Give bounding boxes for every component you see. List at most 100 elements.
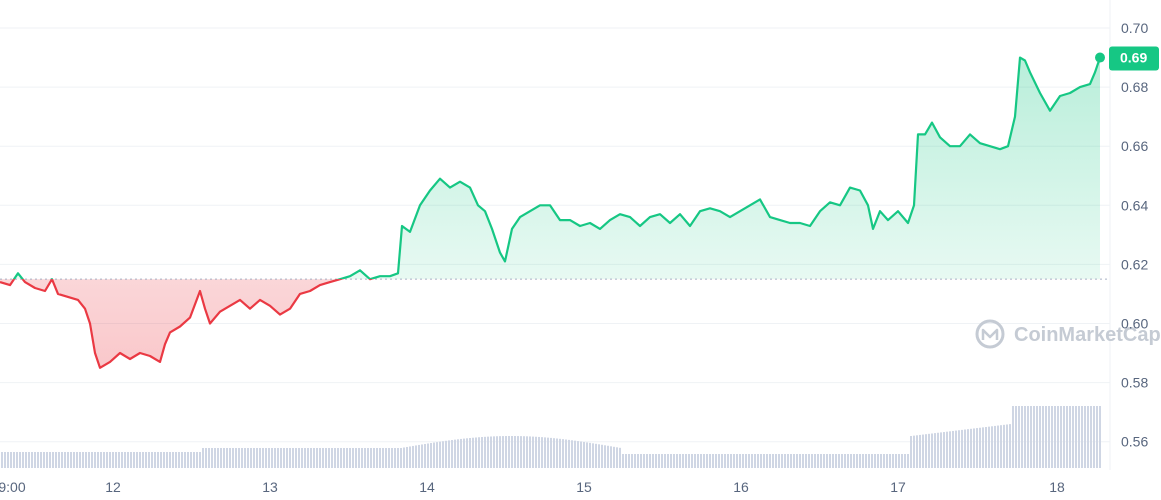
volume-bar xyxy=(982,427,984,468)
volume-bar xyxy=(1039,406,1041,468)
volume-bars xyxy=(1,406,1101,468)
volume-bar xyxy=(955,430,957,468)
volume-bar xyxy=(1042,406,1044,468)
volume-bar xyxy=(892,454,894,468)
volume-bar xyxy=(193,452,195,468)
volume-bar xyxy=(34,452,36,468)
volume-bar xyxy=(550,437,552,468)
volume-bar xyxy=(115,452,117,468)
volume-bar xyxy=(730,454,732,468)
volume-bar xyxy=(658,454,660,468)
volume-bar xyxy=(331,448,333,468)
volume-bar xyxy=(316,448,318,468)
volume-bar xyxy=(265,448,267,468)
volume-bar xyxy=(421,444,423,468)
volume-bar xyxy=(715,454,717,468)
volume-bar xyxy=(412,445,414,468)
volume-bar xyxy=(874,454,876,468)
volume-bar xyxy=(358,448,360,468)
x-axis: 9:00 12 13 14 15 16 17 18 xyxy=(0,479,1065,495)
volume-bar xyxy=(853,454,855,468)
volume-bar xyxy=(448,440,450,468)
volume-bar xyxy=(721,454,723,468)
volume-bar xyxy=(61,452,63,468)
volume-bar xyxy=(916,435,918,468)
volume-bar xyxy=(652,454,654,468)
volume-bar xyxy=(847,454,849,468)
volume-bar xyxy=(1078,406,1080,468)
volume-bar xyxy=(418,444,420,468)
volume-bar xyxy=(1072,406,1074,468)
volume-bar xyxy=(469,437,471,468)
volume-bar xyxy=(1018,406,1020,468)
volume-bar xyxy=(808,454,810,468)
volume-bar xyxy=(952,430,954,468)
volume-bar xyxy=(379,448,381,468)
volume-bar xyxy=(436,442,438,468)
volume-bar xyxy=(223,448,225,468)
volume-bar xyxy=(610,446,612,468)
volume-bar xyxy=(709,454,711,468)
volume-bar xyxy=(484,436,486,468)
volume-bar xyxy=(727,454,729,468)
volume-bar xyxy=(148,452,150,468)
volume-bar xyxy=(772,454,774,468)
volume-bar xyxy=(442,441,444,468)
volume-bar xyxy=(895,454,897,468)
y-tick-label: 0.66 xyxy=(1121,138,1148,154)
volume-bar xyxy=(112,452,114,468)
volume-bar xyxy=(754,454,756,468)
volume-bar xyxy=(73,452,75,468)
volume-bar xyxy=(364,448,366,468)
volume-bar xyxy=(826,454,828,468)
volume-bar xyxy=(586,442,588,468)
volume-bar xyxy=(859,454,861,468)
volume-bar xyxy=(919,434,921,468)
volume-bar xyxy=(961,429,963,468)
volume-bar xyxy=(220,448,222,468)
watermark: CoinMarketCap xyxy=(975,319,1161,349)
volume-bar xyxy=(202,448,204,468)
volume-bar xyxy=(877,454,879,468)
volume-bar xyxy=(913,435,915,468)
volume-bar xyxy=(1033,406,1035,468)
volume-bar xyxy=(520,436,522,468)
volume-bar xyxy=(337,448,339,468)
volume-bar xyxy=(829,454,831,468)
volume-bar xyxy=(367,448,369,468)
volume-bar xyxy=(295,448,297,468)
volume-bar xyxy=(349,448,351,468)
volume-bar xyxy=(634,454,636,468)
volume-bar xyxy=(136,452,138,468)
volume-bar xyxy=(151,452,153,468)
volume-bar xyxy=(514,436,516,468)
volume-bar xyxy=(130,452,132,468)
volume-bar xyxy=(466,438,468,468)
volume-bar xyxy=(199,452,201,468)
volume-bar xyxy=(208,448,210,468)
volume-bar xyxy=(256,448,258,468)
volume-bar xyxy=(424,443,426,468)
volume-bar xyxy=(601,444,603,468)
volume-bar xyxy=(49,452,51,468)
volume-bar xyxy=(190,452,192,468)
volume-bar xyxy=(1015,406,1017,468)
volume-bar xyxy=(238,448,240,468)
volume-bar xyxy=(121,452,123,468)
volume-bar xyxy=(88,452,90,468)
volume-bar xyxy=(25,452,27,468)
volume-bar xyxy=(649,454,651,468)
volume-bar xyxy=(1099,406,1101,468)
volume-bar xyxy=(196,452,198,468)
volume-bar xyxy=(124,452,126,468)
volume-bar xyxy=(103,452,105,468)
volume-bar xyxy=(1090,406,1092,468)
volume-bar xyxy=(988,426,990,468)
volume-bar xyxy=(553,438,555,468)
volume-bar xyxy=(592,443,594,468)
volume-bar xyxy=(508,436,510,468)
volume-bar xyxy=(922,434,924,468)
volume-bar xyxy=(10,452,12,468)
volume-bar xyxy=(559,438,561,468)
volume-bar xyxy=(565,439,567,468)
